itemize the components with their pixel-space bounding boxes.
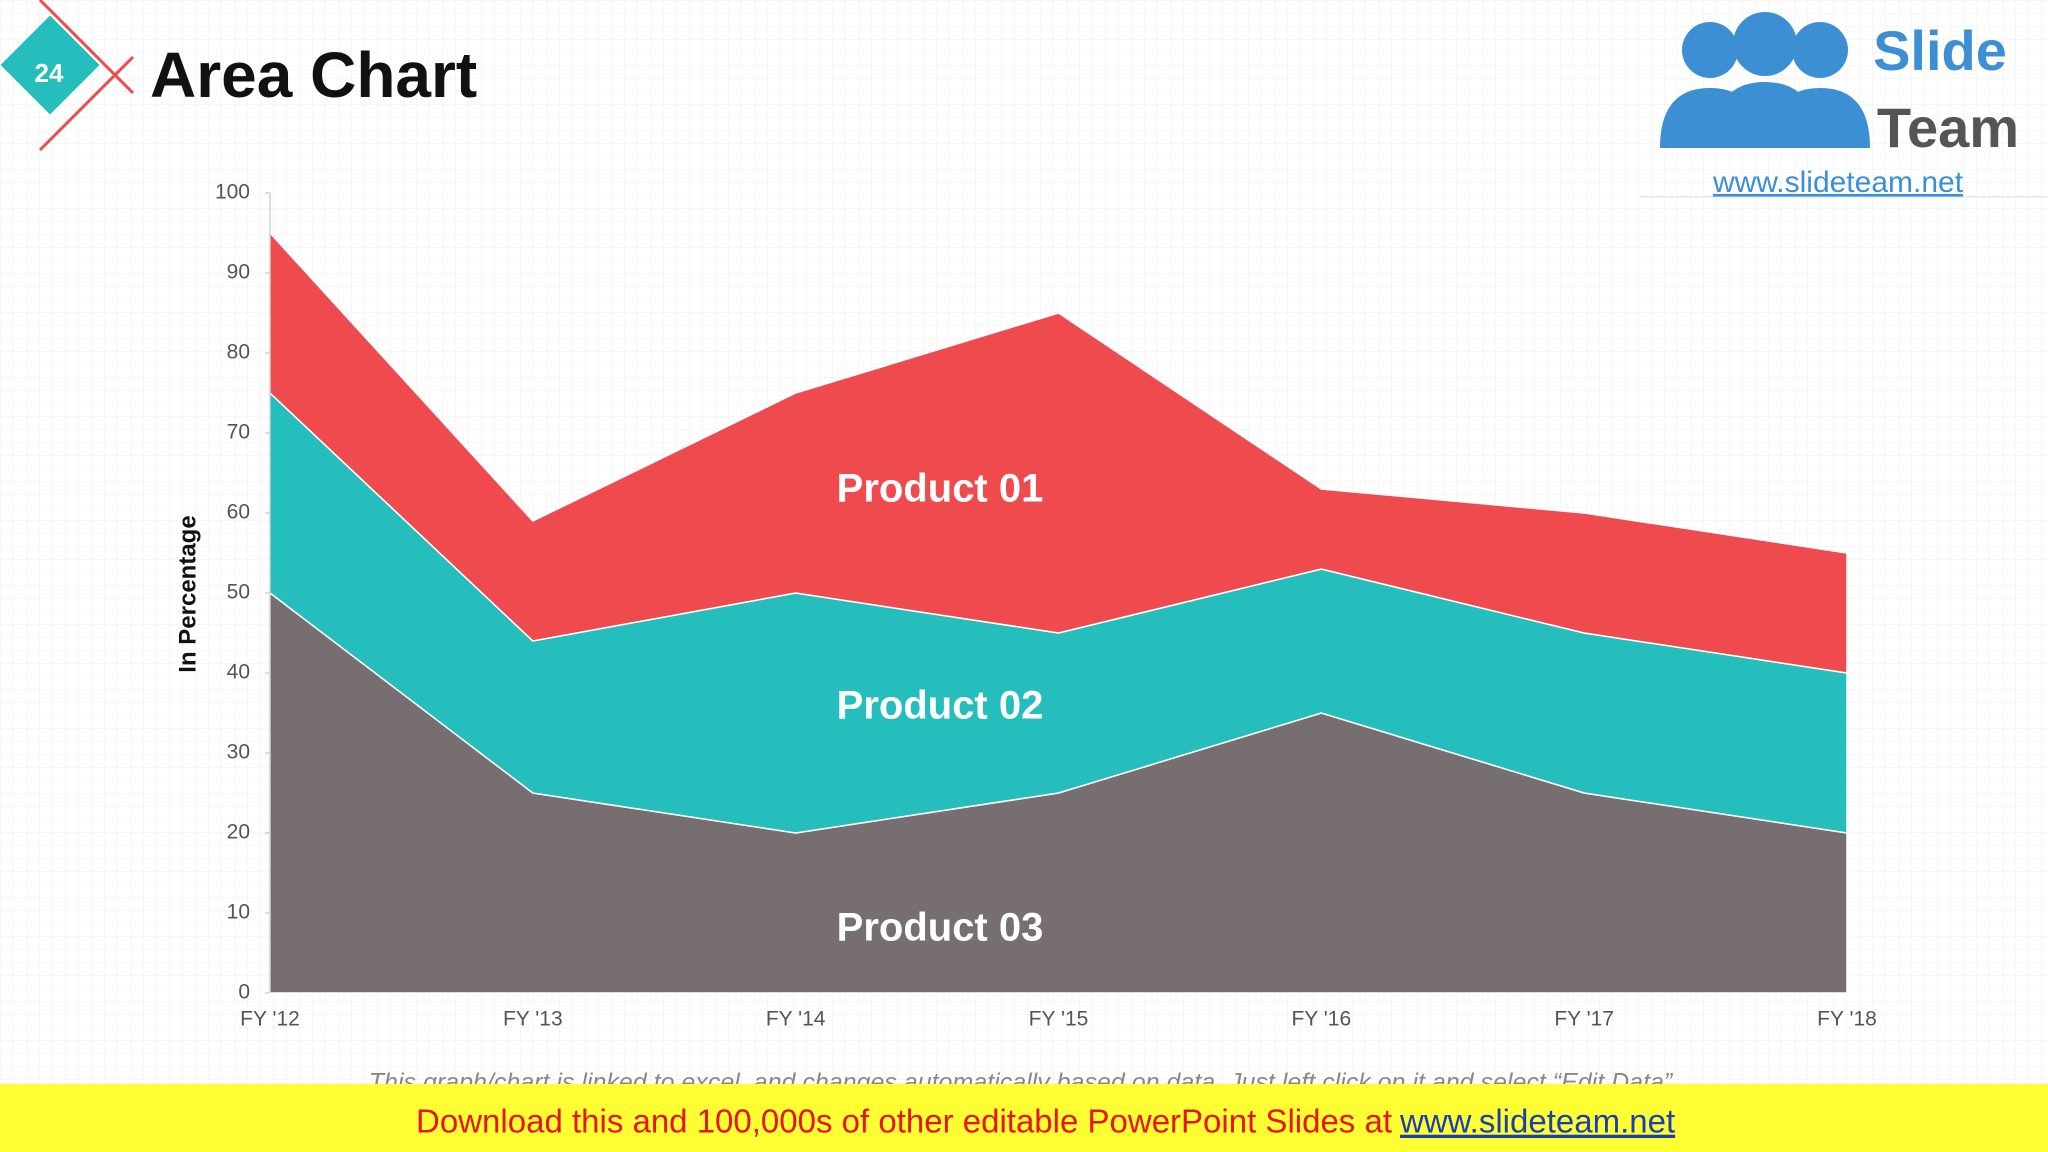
slide-title: Area Chart: [150, 39, 477, 111]
y-tick-label: 90: [227, 261, 250, 284]
y-tick-label: 60: [227, 501, 250, 524]
banner: [0, 1084, 2048, 1152]
series-label: Product 01: [837, 467, 1044, 511]
y-tick-label: 70: [227, 421, 250, 444]
plot: 0 10 20 30 40 50 60 70 80 90 100 Product 01 Product …: [215, 181, 1877, 1031]
logo-url[interactable]: www.slideteam.net: [1712, 166, 1964, 199]
x-tick-label: FY '15: [1029, 1008, 1089, 1031]
logo-text: Team: [1877, 96, 2019, 159]
area: [269, 231, 1848, 674]
x-tick-label: FY '12: [240, 1008, 300, 1031]
x-tick-label: FY '18: [1817, 1008, 1877, 1031]
banner-text: Download this and 100,000s of other edit…: [416, 1103, 1392, 1140]
y-tick-label: 40: [227, 661, 250, 684]
x-tick-label: FY '13: [503, 1008, 563, 1031]
slide-number: 24: [35, 58, 64, 88]
banner-link[interactable]: www.slideteam.net: [1399, 1103, 1675, 1140]
x-tick-label: FY '16: [1291, 1008, 1351, 1031]
x-tick-label: FY '14: [766, 1008, 826, 1031]
y-axis-label: In Percentage: [174, 515, 201, 672]
y-tick-label: 0: [238, 981, 250, 1004]
y-tick-label: 10: [227, 901, 250, 924]
y-tick-label: 50: [227, 581, 250, 604]
y-tick-label: 100: [215, 181, 250, 204]
y-tick-label: 30: [227, 741, 250, 764]
series-label: Product 03: [837, 906, 1044, 950]
y-tick-label: 20: [227, 821, 250, 844]
y-tick-label: 80: [227, 341, 250, 364]
logo-text: Slide: [1873, 19, 2007, 82]
x-tick-label: FY '17: [1554, 1008, 1614, 1031]
logo-icon: [1660, 12, 1870, 148]
series-label: Product 02: [837, 684, 1044, 728]
